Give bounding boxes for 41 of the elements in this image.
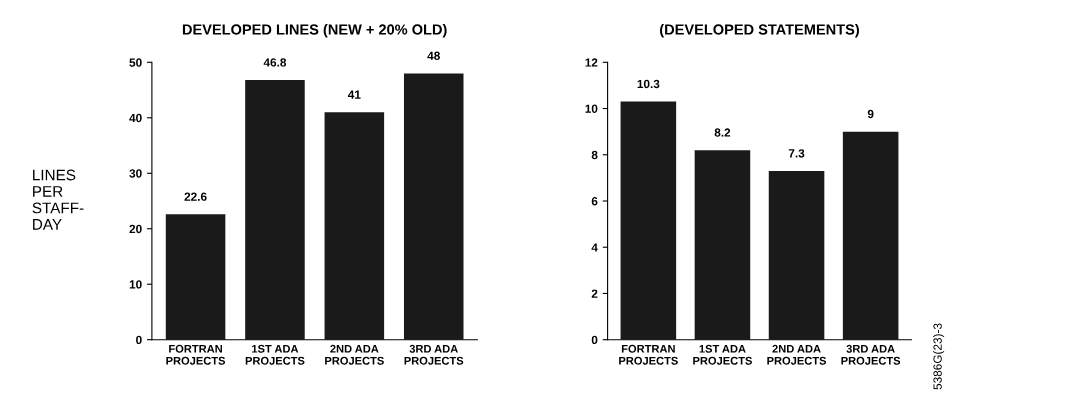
x-tick-label: FORTRAN PROJECTS <box>619 344 678 365</box>
text: 5386G(23)-3 <box>933 323 945 390</box>
data-label: 48 <box>427 51 440 60</box>
bar <box>324 112 385 340</box>
x-tick-label: 3RD ADA PROJECTS <box>841 344 901 365</box>
data-label: 9 <box>867 109 874 119</box>
y-tick-label: 0 <box>136 335 142 345</box>
y-axis-title: LINES PER STAFF- DAY <box>32 169 84 230</box>
y-tick-label: 10 <box>585 104 598 113</box>
x-tick-label: 3RD ADA PROJECTS <box>404 344 464 365</box>
data-label: 8.2 <box>714 128 731 137</box>
x-tick-label: 2ND ADA PROJECTS <box>767 344 827 365</box>
bar <box>165 214 226 340</box>
y-tick-label: 0 <box>591 335 598 345</box>
y-tick-label: 2 <box>591 289 598 298</box>
data-label: 10.3 <box>637 79 660 89</box>
data-label: 22.6 <box>184 192 207 201</box>
y-tick-label: 20 <box>129 224 142 234</box>
data-label: 7.3 <box>788 149 805 158</box>
bar <box>694 150 751 340</box>
x-tick-label: 1ST ADA PROJECTS <box>245 344 305 365</box>
y-tick-label: 10 <box>129 280 142 289</box>
bar <box>403 73 464 340</box>
y-tick-label: 30 <box>129 169 142 178</box>
data-label: 46.8 <box>263 58 287 67</box>
x-tick-label: FORTRAN PROJECTS <box>166 344 226 365</box>
y-tick-label: 6 <box>591 197 598 206</box>
y-tick-label: 12 <box>585 58 598 67</box>
bar <box>842 131 899 340</box>
y-tick-label: 40 <box>129 113 142 123</box>
bar <box>620 101 677 340</box>
y-tick-label: 8 <box>591 150 598 160</box>
x-tick-label: 1ST ADA PROJECTS <box>693 344 752 365</box>
data-label: 41 <box>347 90 361 99</box>
chart-title: (DEVELOPED STATEMENTS) <box>660 23 859 38</box>
bar <box>245 80 305 340</box>
y-tick-label: 50 <box>129 58 142 67</box>
x-tick-label: 2ND ADA PROJECTS <box>325 344 384 365</box>
bar <box>768 170 825 340</box>
chart-title: DEVELOPED LINES (NEW + 20% OLD) <box>182 23 447 38</box>
y-tick-label: 4 <box>591 243 598 252</box>
